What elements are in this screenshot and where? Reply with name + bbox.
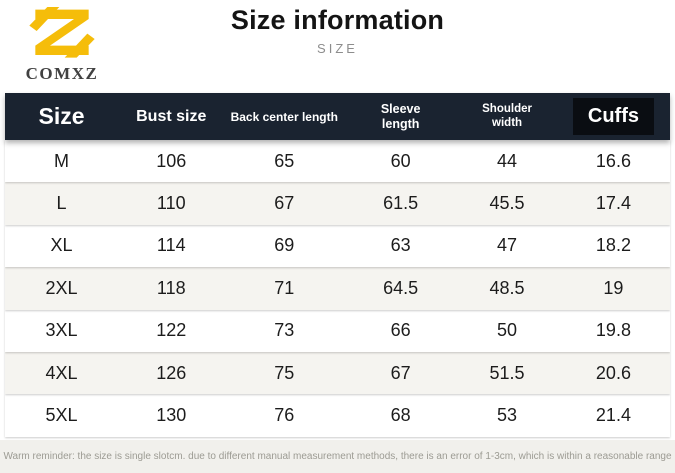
- table-cell: 106: [156, 150, 187, 171]
- page-subtitle: SIZE: [317, 41, 358, 56]
- size-cell: M: [54, 150, 70, 171]
- column-header-sleeve-length: Sleeve length: [344, 102, 457, 132]
- table-cell: 67: [274, 193, 295, 214]
- table-row-3xl: 3XL 122 73 66 50 19.8: [5, 309, 670, 352]
- table-cell: 69: [274, 235, 295, 256]
- title-block: Size information SIZE: [0, 5, 675, 56]
- size-cell: 3XL: [45, 320, 78, 341]
- table-cell: 16.6: [595, 150, 631, 171]
- column-header-back-center-length: Back center length: [230, 109, 338, 124]
- table-body: M 106 65 60 44 16.6 L 110 67 61.5 45.5 1…: [5, 140, 670, 437]
- size-table: Size Bust size Back center length Sleeve…: [5, 93, 670, 437]
- size-cell: 5XL: [45, 405, 78, 426]
- column-header-bust-size: Bust size: [136, 107, 207, 125]
- table-cell: 44: [497, 150, 518, 171]
- table-cell: 61.5: [383, 193, 419, 214]
- page-title: Size information: [230, 5, 445, 35]
- column-header-cuffs: Cuffs: [557, 98, 670, 135]
- table-cell: 68: [390, 405, 411, 426]
- double-z-monogram-icon: [29, 7, 95, 58]
- table-cell: 21.4: [595, 405, 631, 426]
- table-cell: 19.8: [595, 320, 631, 341]
- table-header-row: Size Bust size Back center length Sleeve…: [5, 93, 670, 140]
- footer-strip: Warm reminder: the size is single slotcm…: [0, 440, 675, 473]
- table-cell: 114: [156, 235, 186, 256]
- table-cell: 19: [603, 277, 624, 298]
- size-cell: XL: [50, 235, 73, 256]
- table-cell: 65: [274, 150, 295, 171]
- table-cell: 63: [390, 235, 411, 256]
- table-cell: 51.5: [489, 362, 525, 383]
- table-cell: 66: [390, 320, 411, 341]
- page-header: Size information SIZE COMXZ: [0, 0, 675, 93]
- brand-name: COMXZ: [25, 64, 99, 83]
- table-cell: 76: [274, 405, 295, 426]
- table-row-l: L 110 67 61.5 45.5 17.4: [5, 182, 670, 225]
- table-cell: 122: [156, 320, 187, 341]
- size-cell: 2XL: [45, 277, 78, 298]
- table-cell: 64.5: [383, 277, 419, 298]
- column-header-shoulder-width-label: Shoulder width: [482, 102, 532, 129]
- table-cell: 118: [156, 277, 186, 298]
- table-row-m: M 106 65 60 44 16.6: [5, 140, 670, 183]
- column-header-size: Size: [38, 103, 85, 129]
- table-cell: 71: [274, 277, 295, 298]
- table-cell: 50: [497, 320, 518, 341]
- table-cell: 75: [274, 362, 295, 383]
- table-row-4xl: 4XL 126 75 67 51.5 20.6: [5, 351, 670, 395]
- warm-reminder-note: Warm reminder: the size is single slotcm…: [3, 451, 672, 462]
- table-cell: 130: [156, 405, 187, 426]
- table-cell: 73: [274, 320, 295, 341]
- table-cell: 20.6: [595, 362, 631, 383]
- table-cell: 126: [156, 362, 187, 383]
- table-cell: 67: [390, 362, 411, 383]
- size-cell: 4XL: [45, 362, 78, 383]
- table-cell: 48.5: [489, 277, 525, 298]
- table-cell: 18.2: [595, 235, 631, 256]
- table-row-5xl: 5XL 130 76 68 53 21.4: [5, 394, 670, 437]
- table-cell: 17.4: [595, 193, 631, 214]
- column-header-sleeve-length-label: Sleeve length: [380, 101, 421, 131]
- table-cell: 53: [497, 405, 518, 426]
- table-cell: 45.5: [489, 193, 525, 214]
- column-header-cuffs-label: Cuffs: [572, 98, 654, 135]
- table-cell: 60: [390, 150, 411, 171]
- table-row-2xl: 2XL 118 71 64.5 48.5 19: [5, 267, 670, 310]
- table-cell: 47: [497, 235, 518, 256]
- table-row-xl: XL 114 69 63 47 18.2: [5, 224, 670, 268]
- brand-logo: COMXZ: [12, 3, 112, 84]
- column-header-shoulder-width: Shoulder width: [457, 103, 557, 130]
- size-cell: L: [56, 193, 67, 214]
- table-cell: 110: [156, 193, 186, 214]
